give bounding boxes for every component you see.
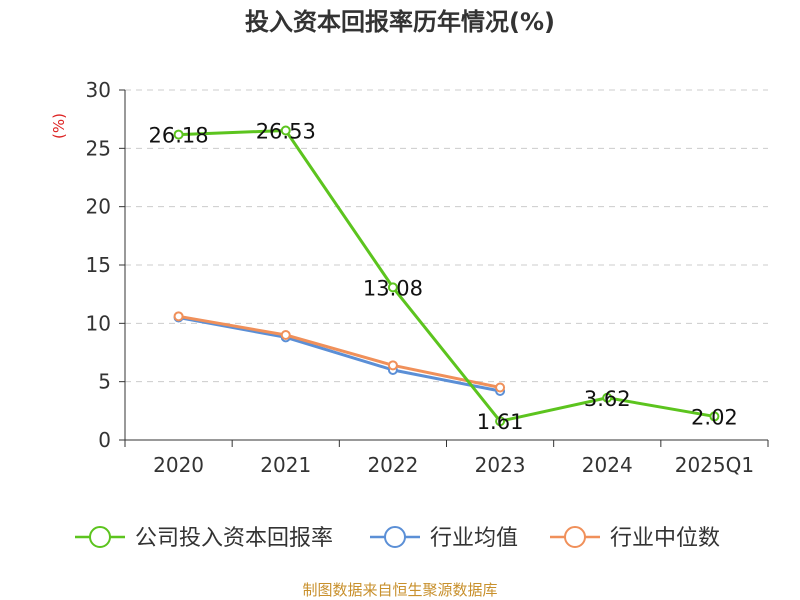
series-2-point-2020 bbox=[173, 311, 184, 322]
x-tick-label-2024: 2024 bbox=[582, 453, 633, 477]
legend-label-1: 行业均值 bbox=[430, 526, 518, 551]
y-tick-label-30: 30 bbox=[86, 78, 111, 102]
series-line-0 bbox=[178, 128, 715, 423]
y-tick-label-5: 5 bbox=[98, 370, 111, 394]
legend-swatch-marker-1 bbox=[384, 526, 406, 548]
series-line-2 bbox=[178, 314, 501, 389]
data-label-2021: 26.53 bbox=[256, 119, 316, 143]
series-2-point-2023 bbox=[495, 382, 506, 393]
series-0-point-2020 bbox=[173, 129, 184, 140]
data-label-2024: 3.62 bbox=[584, 387, 631, 411]
legend[interactable]: 公司投入资本回报率 行业均值 行业中位数 bbox=[75, 526, 720, 551]
y-tick-label-20: 20 bbox=[86, 195, 111, 219]
series-0-point-2021 bbox=[280, 125, 291, 136]
y-tick-label-15: 15 bbox=[86, 253, 111, 277]
y-axis-unit: (%) bbox=[50, 113, 68, 139]
series-2-point-2022 bbox=[387, 360, 398, 371]
series-group bbox=[173, 125, 720, 427]
y-tick-label-10: 10 bbox=[86, 311, 111, 335]
series-line-1 bbox=[178, 316, 501, 393]
legend-label-0: 公司投入资本回报率 bbox=[135, 526, 333, 551]
x-tick-label-2020: 2020 bbox=[153, 453, 204, 477]
data-labels: 26.18 26.53 13.08 1.61 3.62 2.02 bbox=[149, 119, 738, 434]
x-tick-label-2022: 2022 bbox=[367, 453, 418, 477]
x-tick-label-2025Q1: 2025Q1 bbox=[675, 453, 754, 477]
legend-swatch-marker-0 bbox=[89, 526, 111, 548]
series-0-point-2025Q1 bbox=[709, 411, 720, 422]
legend-swatch-marker-2 bbox=[564, 526, 586, 548]
source-note: 制图数据来自恒生聚源数据库 bbox=[302, 581, 497, 599]
series-0-point-2024 bbox=[602, 392, 613, 403]
data-label-2023: 1.61 bbox=[477, 410, 524, 434]
axes: 0 5 10 15 20 25 30 2020 2021 2022 2023 2024 2025Q1 bbox=[86, 78, 769, 477]
chart-title: 投入资本回报率历年情况(%) bbox=[245, 8, 555, 36]
x-tick-label-2021: 2021 bbox=[260, 453, 311, 477]
data-label-2022: 13.08 bbox=[363, 276, 423, 300]
y-tick-label-25: 25 bbox=[86, 136, 111, 160]
x-tick-label-2023: 2023 bbox=[475, 453, 526, 477]
legend-label-2: 行业中位数 bbox=[610, 526, 720, 551]
data-label-2020: 26.18 bbox=[149, 124, 209, 148]
data-label-2025Q1: 2.02 bbox=[691, 405, 738, 429]
series-2-point-2021 bbox=[280, 330, 291, 340]
series-0-point-2023 bbox=[495, 416, 506, 427]
y-tick-label-0: 0 bbox=[98, 428, 111, 452]
series-0-point-2022 bbox=[387, 282, 398, 293]
